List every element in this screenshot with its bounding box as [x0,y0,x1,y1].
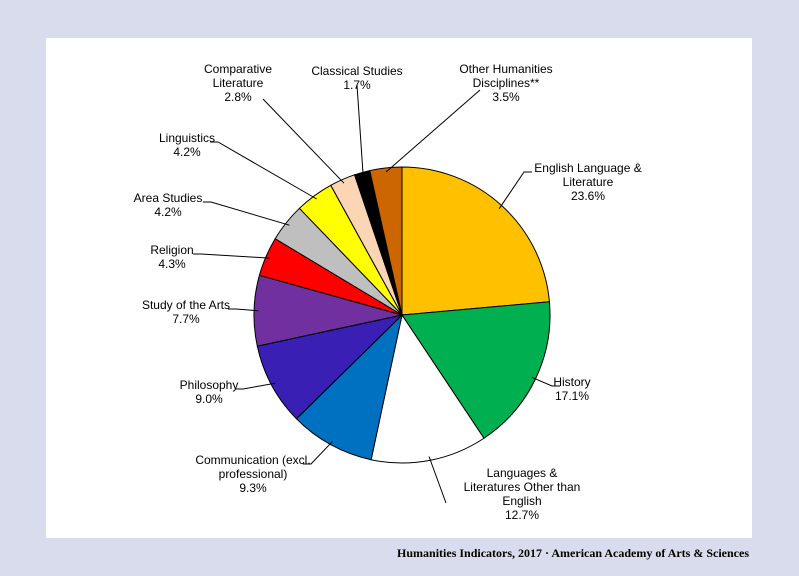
leader-line-religion [193,253,270,259]
slice-label-study-of-the-arts: Study of the Arts 7.7% [142,298,230,326]
slice-label-philosophy: Philosophy 9.0% [180,378,239,406]
slice-label-history: History 17.1% [553,375,590,403]
leader-line-other-humanities-disciplines [385,89,481,173]
leader-line-communication-excl-professional [303,440,334,465]
slice-label-english-language-literature: English Language & Literature 23.6% [534,161,641,203]
slice-label-communication-excl-professional: Communication (excl. professional) 9.3% [195,453,310,495]
slice-label-religion: Religion 4.3% [150,243,193,271]
slice-label-area-studies: Area Studies 4.2% [134,191,203,219]
source-credit: Humanities Indicators, 2017 · American A… [397,546,749,560]
leader-line-area-studies [203,201,290,226]
leader-line-study-of-the-arts [228,308,259,312]
slice-label-classical-studies: Classical Studies 1.7% [311,64,402,92]
leader-line-philosophy [235,382,276,390]
pie-slice-communication-excl-professional [295,313,403,461]
leader-line-languages-literatures-other-than-english [428,456,447,504]
pie-slice-english-language-literature [401,166,550,316]
pie-slice-philosophy [256,314,404,420]
leader-line-english-language-literature [498,171,532,209]
slice-label-comparative-literature: Comparative Literature 2.8% [204,62,272,104]
chart-panel: English Language & Literature 23.6% History… [46,38,752,538]
pie-slice-other-humanities-disciplines [369,166,403,316]
slice-label-languages-literatures-other-than-english: Languages & Literatures Other than English… [464,466,581,522]
leader-line-comparative-literature [262,98,345,184]
leader-line-history [531,376,560,387]
slice-label-linguistics: Linguistics 4.2% [159,131,215,159]
leader-line-linguistics [210,141,317,200]
slice-label-other-humanities-disciplines: Other Humanities Disciplines** 3.5% [459,62,552,104]
leader-line-classical-studies [356,84,364,177]
pie-slice-languages-literatures-other-than-english [370,313,485,464]
pie-chart: English Language & Literature 23.6% History… [134,62,642,522]
